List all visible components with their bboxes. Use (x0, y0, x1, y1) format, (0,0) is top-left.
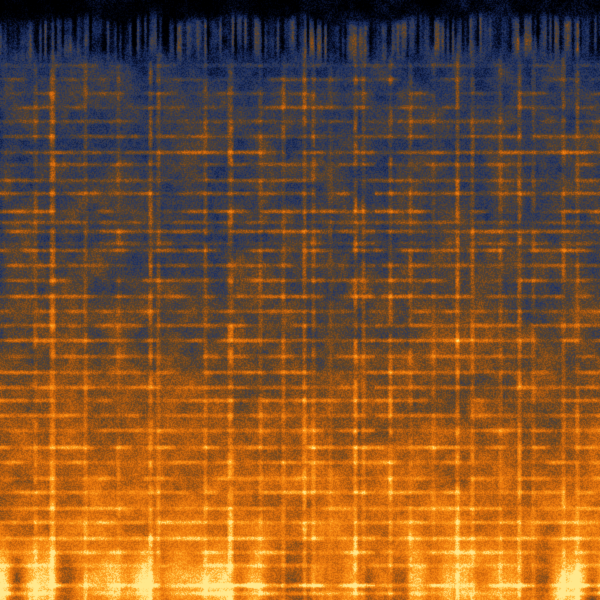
spectrogram-canvas (0, 0, 600, 600)
spectrogram-view (0, 0, 600, 600)
